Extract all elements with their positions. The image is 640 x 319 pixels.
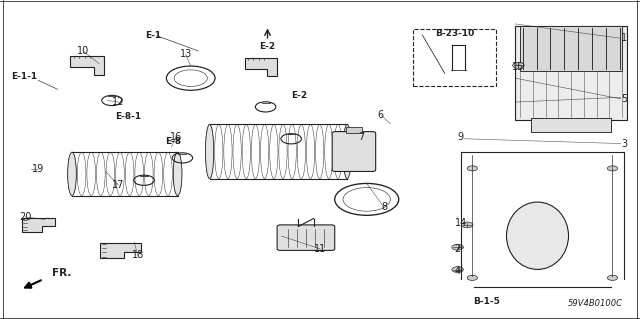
Polygon shape <box>100 242 141 258</box>
Circle shape <box>452 267 463 272</box>
Text: 3: 3 <box>621 138 627 149</box>
Bar <box>346 127 362 133</box>
Text: B-1-5: B-1-5 <box>473 297 500 306</box>
Text: 18: 18 <box>131 250 144 260</box>
Bar <box>520 26 622 71</box>
Circle shape <box>467 275 477 280</box>
Bar <box>515 26 627 120</box>
Text: 59V4B0100C: 59V4B0100C <box>568 299 623 308</box>
Text: 11: 11 <box>314 244 326 254</box>
Text: 6: 6 <box>378 110 384 120</box>
Circle shape <box>513 63 524 68</box>
Text: FR.: FR. <box>52 268 72 278</box>
Text: 14: 14 <box>454 218 467 228</box>
Text: 20: 20 <box>19 212 32 222</box>
Polygon shape <box>70 56 104 75</box>
Text: 12: 12 <box>112 97 125 107</box>
Ellipse shape <box>506 202 568 270</box>
FancyBboxPatch shape <box>332 132 376 172</box>
Text: 9: 9 <box>458 132 464 142</box>
Circle shape <box>607 166 618 171</box>
Text: 5: 5 <box>621 94 627 104</box>
Text: 1: 1 <box>621 33 627 43</box>
Text: 13: 13 <box>179 49 192 59</box>
Ellipse shape <box>343 124 351 179</box>
Text: 7: 7 <box>358 132 365 142</box>
Circle shape <box>461 222 473 228</box>
Polygon shape <box>22 218 55 232</box>
Text: E-8-1: E-8-1 <box>115 112 141 121</box>
Text: 16: 16 <box>170 132 182 142</box>
Text: E-2: E-2 <box>291 91 308 100</box>
Circle shape <box>607 275 618 280</box>
Text: E-8: E-8 <box>164 137 181 146</box>
FancyBboxPatch shape <box>277 225 335 250</box>
Text: B-23-10: B-23-10 <box>435 29 474 38</box>
Text: 4: 4 <box>454 266 461 276</box>
Text: E-1-1: E-1-1 <box>12 72 37 81</box>
Text: 19: 19 <box>32 164 45 174</box>
Text: 2: 2 <box>454 244 461 254</box>
Bar <box>531 118 611 132</box>
Circle shape <box>467 166 477 171</box>
Text: E-2: E-2 <box>259 42 276 51</box>
Text: E-1: E-1 <box>145 31 162 40</box>
Text: 17: 17 <box>112 180 125 190</box>
Text: 15: 15 <box>512 62 525 72</box>
Text: 10: 10 <box>77 46 90 56</box>
Bar <box>413 29 496 86</box>
Ellipse shape <box>173 152 182 196</box>
Ellipse shape <box>205 124 214 179</box>
Circle shape <box>452 244 463 250</box>
Ellipse shape <box>68 152 76 196</box>
Polygon shape <box>245 58 277 76</box>
Text: 8: 8 <box>381 202 387 212</box>
